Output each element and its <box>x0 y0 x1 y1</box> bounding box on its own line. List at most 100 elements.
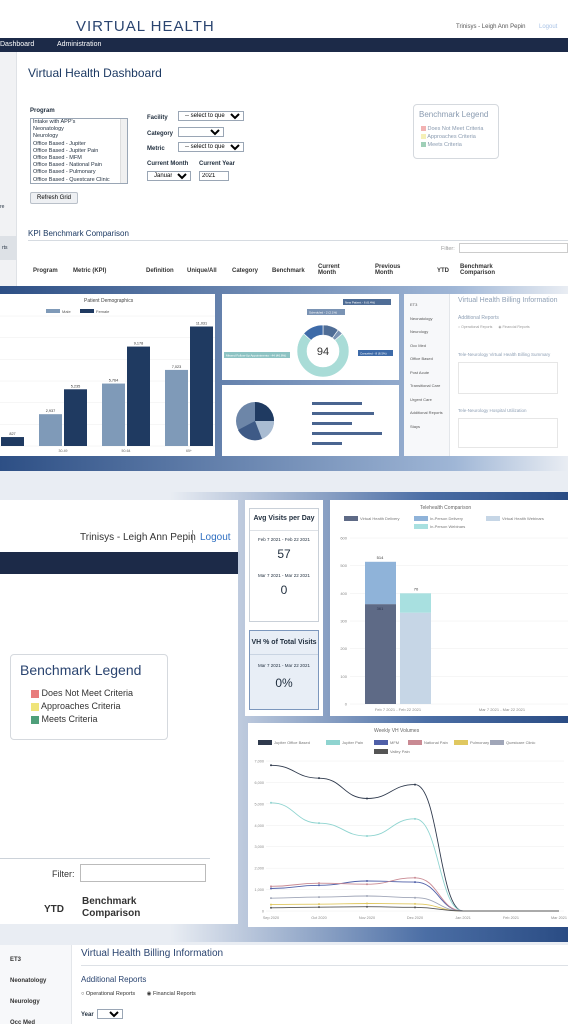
billing-side-item[interactable]: Neurology <box>410 329 429 334</box>
filter-input[interactable] <box>459 243 568 253</box>
demographics-bar-label: 11,031 <box>196 321 207 325</box>
zoom-col-benchmark[interactable]: Benchmark Comparison <box>82 896 141 919</box>
col-program[interactable]: Program <box>33 268 58 274</box>
col-category[interactable]: Category <box>232 268 259 274</box>
program-option[interactable]: Neurology <box>33 133 59 140</box>
avg-visits-period-2: Mar 7 2021 - Mar 22 2021 <box>257 573 311 578</box>
nav-administration[interactable]: Administration <box>57 41 102 48</box>
program-option[interactable]: Intake with APP's <box>33 119 76 125</box>
billing-side-item[interactable]: Occ Med <box>410 342 427 348</box>
col-ytd[interactable]: YTD <box>437 268 449 274</box>
billing-bottom-divider <box>81 965 568 966</box>
col-current-month[interactable]: Current Month <box>318 264 340 276</box>
program-option[interactable]: Office Based - Jupiter Pain <box>33 147 99 154</box>
weekly-point <box>366 905 368 908</box>
zoom-divider <box>192 530 193 543</box>
billing-side-item[interactable]: Office Based <box>410 356 433 361</box>
weekly-point <box>414 783 416 786</box>
billing-bottom-year-select[interactable]: 2021 <box>97 1009 123 1019</box>
legend-large-item-red: Does Not Meet Criteria <box>31 687 133 700</box>
billing-side-item[interactable]: Post Acute <box>410 369 430 375</box>
zoom-filter-input[interactable] <box>80 864 206 882</box>
radio-financial[interactable]: ◉ Financial Reports <box>498 325 530 329</box>
demographics-bar <box>64 389 87 446</box>
weekly-point <box>270 887 272 890</box>
benchmark-legend-large: Benchmark Legend Does Not Meet Criteria … <box>10 654 168 740</box>
tele-y-tick: 500 <box>340 563 347 568</box>
demographics-panel: Patient Demographics Male Female 827 2,937… <box>0 294 215 456</box>
billing-small-title: Virtual Health Billing Information <box>458 297 558 304</box>
appointments-donut-panel: 94 New Patient - 6 (6.4%) Scheduled - 2 … <box>222 294 399 380</box>
radio-operational[interactable]: ○ Operational Reports <box>458 325 493 329</box>
billing-side-item[interactable]: Urgent Care <box>410 396 432 402</box>
program-option[interactable]: Office Based - National Pain <box>33 162 102 169</box>
refresh-grid-button[interactable]: Refresh Grid <box>30 192 78 204</box>
col-benchmark[interactable]: Benchmark <box>272 268 305 274</box>
demographics-bar-label: 5,235 <box>71 384 81 388</box>
program-option[interactable]: Office Based - Questcare Clinic <box>33 176 110 183</box>
vh-pct-value: 0% <box>275 676 293 690</box>
logout-link[interactable]: Logout <box>539 24 558 30</box>
category-select[interactable] <box>178 127 224 137</box>
facility-select[interactable]: -- select to query -- <box>178 111 244 121</box>
demographics-title: Patient Demographics <box>84 298 134 304</box>
zoom-logout-link[interactable]: Logout <box>200 532 231 543</box>
tele-bar2-total-label: 70 <box>414 586 419 591</box>
billing-bottom-add-reports: Additional Reports <box>81 975 147 984</box>
donut-label-canceled: Canceled - 8 (8.5%) <box>360 352 387 356</box>
col-unique[interactable]: Unique/All <box>187 268 217 274</box>
metric-select[interactable]: -- select to query -- <box>178 142 244 152</box>
bottom-radio-operational[interactable]: ○ Operational Reports <box>81 991 136 997</box>
billing-side-item[interactable]: Stays <box>410 423 421 429</box>
billing-side-item[interactable]: Neonatology <box>410 315 433 321</box>
program-option[interactable]: Office Based - MFM <box>33 155 82 162</box>
program-option[interactable]: Office Based - Jupiter <box>33 140 86 147</box>
top-nav: Dashboard Administration <box>0 38 568 52</box>
weekly-point <box>414 876 416 879</box>
weekly-point <box>366 883 368 886</box>
col-definition[interactable]: Definition <box>146 268 174 274</box>
col-metric[interactable]: Metric (KPI) <box>73 268 107 274</box>
demographics-x-tick: 50-64 <box>122 449 131 453</box>
program-option[interactable]: Office Based - Pulmonary <box>33 169 96 176</box>
weekly-legend-label: Pulmonary <box>470 740 489 745</box>
zoom-col-ytd[interactable]: YTD <box>44 904 64 915</box>
billing-side-item[interactable]: Neonatology <box>10 978 47 984</box>
tele-legend-swatch <box>486 516 500 521</box>
weekly-point <box>318 896 320 899</box>
billing-side-item[interactable]: Additional Reports <box>410 410 443 415</box>
brand-logo: VIRTUAL HEALTH <box>76 18 215 35</box>
legend-swatch <box>46 309 60 313</box>
legend-label: Male <box>62 309 71 314</box>
tele-bar-vh <box>365 604 396 704</box>
billing-side-item[interactable]: ET3 <box>410 302 418 307</box>
weekly-x-tick: Nov 2020 <box>359 916 375 920</box>
dashboard-screen: VIRTUAL HEALTH Trinisys - Leigh Ann Pepi… <box>0 0 568 286</box>
bottom-radio-financial[interactable]: ◉ Financial Reports <box>146 991 196 997</box>
weekly-point <box>270 903 272 906</box>
weekly-legend-label: Valley Pain <box>390 749 410 754</box>
program-listbox[interactable]: Intake with APP's Neonatology Neurology Off… <box>30 118 128 184</box>
demographics-legend: Male Female <box>46 309 110 314</box>
tele-bar-vh-webinar <box>400 612 431 704</box>
weekly-panel: Weekly VH Volumes Jupiter Office Based Ju… <box>248 723 568 927</box>
demographics-x-tick: 30-49 <box>59 449 68 453</box>
page-title: Virtual Health Dashboard <box>28 66 162 80</box>
billing-side-item[interactable]: ET3 <box>10 957 22 963</box>
demographics-bar <box>190 326 213 446</box>
col-previous-month[interactable]: Previous Month <box>375 264 401 276</box>
nav-dashboard[interactable]: Dashboard <box>0 41 35 48</box>
month-select[interactable]: January <box>147 171 191 181</box>
billing-side-item[interactable]: Neurology <box>10 999 40 1005</box>
legend-label: Female <box>96 309 110 314</box>
facility-label: Facility <box>147 115 168 121</box>
billing-side-item[interactable]: Transitional Care <box>410 383 441 388</box>
year-input[interactable] <box>199 171 229 181</box>
kpi-table-header: Program Metric (KPI) Definition Unique/A… <box>0 264 568 284</box>
sidebar-fragment-active-label[interactable]: rts <box>2 245 8 251</box>
listbox-scrollbar[interactable] <box>120 119 127 183</box>
billing-side-item[interactable]: Occ Med <box>10 1020 36 1024</box>
sidebar-fragment[interactable]: re <box>0 204 5 210</box>
col-benchmark-comparison[interactable]: Benchmark Comparison <box>460 264 496 276</box>
program-option[interactable]: Neonatology <box>33 126 64 133</box>
